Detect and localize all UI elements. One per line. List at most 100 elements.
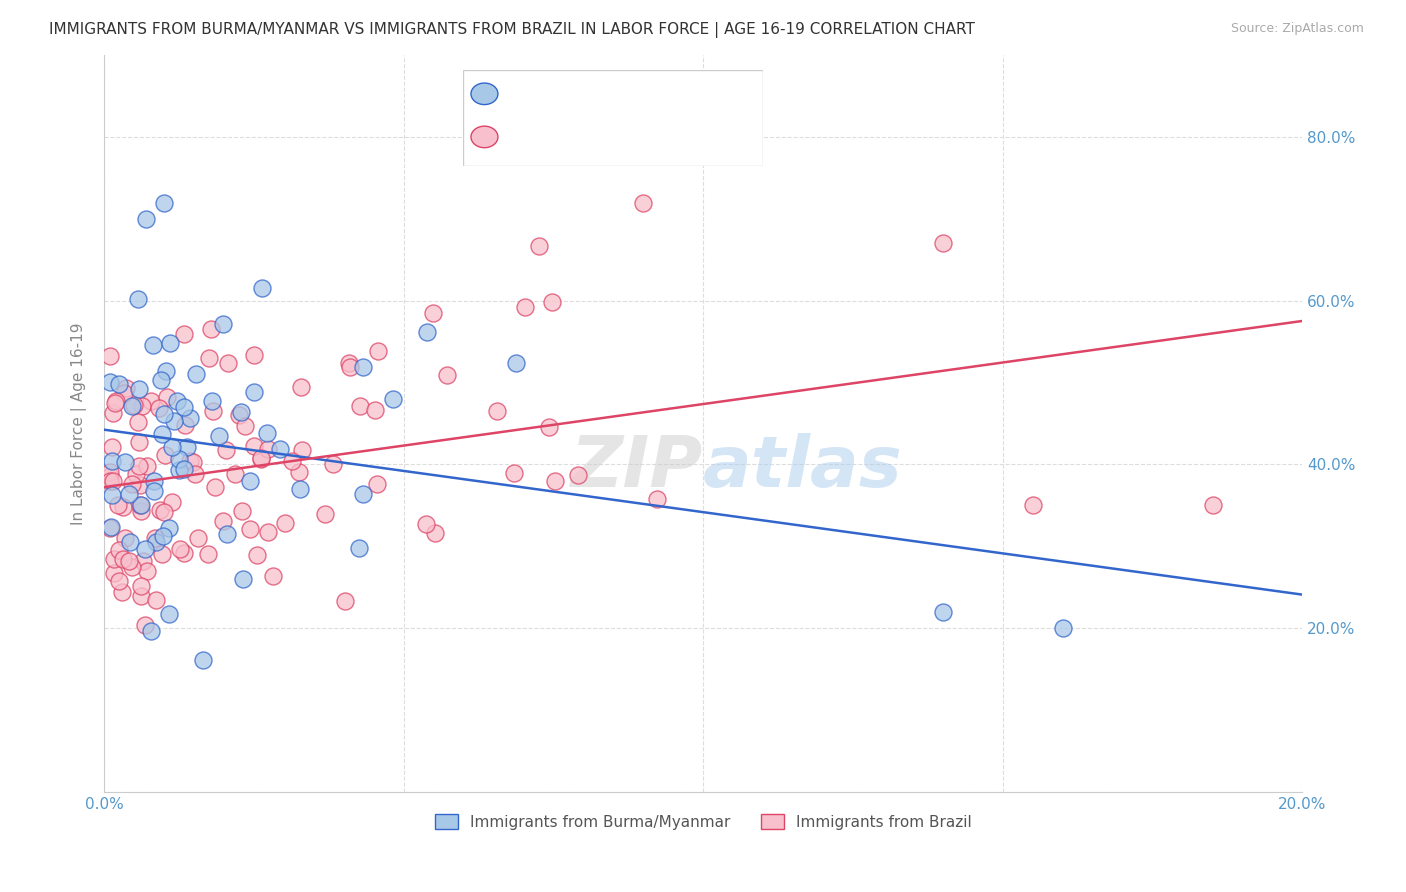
Point — [107, 498, 129, 512]
Point — [101, 454, 124, 468]
Point — [157, 520, 180, 534]
Point — [212, 514, 235, 528]
Point — [1052, 621, 1074, 635]
Point — [349, 399, 371, 413]
Point — [239, 522, 262, 536]
Point — [527, 239, 550, 253]
Point — [503, 466, 526, 480]
Point — [352, 486, 374, 500]
Point — [100, 520, 122, 534]
Point — [98, 474, 121, 488]
Point — [128, 435, 150, 450]
Point — [143, 531, 166, 545]
Point — [142, 338, 165, 352]
Point — [243, 439, 266, 453]
Point — [224, 467, 246, 481]
Point — [111, 585, 134, 599]
Point — [117, 487, 139, 501]
Point — [121, 476, 143, 491]
Point — [105, 394, 128, 409]
Text: ZIP: ZIP — [571, 434, 703, 502]
Point — [215, 443, 238, 458]
Point — [314, 507, 336, 521]
Point — [250, 281, 273, 295]
Point — [98, 521, 121, 535]
Point — [150, 373, 173, 387]
Point — [131, 589, 153, 603]
Point — [118, 554, 141, 568]
Point — [246, 548, 269, 562]
Point — [436, 368, 458, 383]
Point — [217, 356, 239, 370]
Point — [121, 560, 143, 574]
Point — [135, 211, 157, 226]
Point — [274, 516, 297, 530]
Point — [98, 468, 121, 483]
Point — [128, 498, 150, 512]
Point — [184, 467, 207, 482]
Point — [145, 593, 167, 607]
Point — [156, 390, 179, 404]
Point — [129, 579, 152, 593]
Text: atlas: atlas — [703, 434, 903, 502]
Point — [202, 403, 225, 417]
Point — [118, 535, 141, 549]
Point — [191, 653, 214, 667]
Point — [98, 350, 121, 364]
Point — [204, 480, 226, 494]
Point — [179, 454, 201, 468]
Point — [232, 572, 254, 586]
Point — [173, 546, 195, 560]
Point — [162, 495, 184, 509]
Point — [139, 394, 162, 409]
Point — [167, 463, 190, 477]
Point — [157, 607, 180, 622]
Point — [153, 195, 176, 210]
Point — [108, 574, 131, 589]
Point — [243, 348, 266, 362]
Point — [544, 475, 567, 489]
Point — [184, 368, 207, 382]
Point — [103, 566, 125, 580]
Point — [290, 380, 312, 394]
Point — [128, 382, 150, 396]
Point — [269, 442, 291, 457]
Point — [256, 426, 278, 441]
Point — [364, 402, 387, 417]
Point — [104, 396, 127, 410]
Point — [173, 417, 195, 432]
Point — [132, 554, 155, 568]
Point — [160, 440, 183, 454]
Point — [367, 343, 389, 358]
Point — [485, 404, 508, 418]
Point — [98, 465, 121, 479]
Point — [208, 429, 231, 443]
Point — [150, 426, 173, 441]
Point — [108, 377, 131, 392]
Point — [143, 474, 166, 488]
Point — [122, 398, 145, 412]
Point — [366, 477, 388, 491]
Point — [335, 593, 357, 607]
Point — [201, 394, 224, 409]
Point — [257, 525, 280, 540]
Point — [155, 364, 177, 378]
Point — [352, 359, 374, 374]
Point — [1022, 499, 1045, 513]
Point — [114, 455, 136, 469]
Point — [231, 504, 253, 518]
Point — [513, 300, 536, 314]
Point — [337, 356, 360, 370]
Point — [145, 535, 167, 549]
Point — [129, 504, 152, 518]
Point — [167, 451, 190, 466]
Point — [288, 466, 311, 480]
Point — [152, 505, 174, 519]
Point — [112, 385, 135, 400]
Point — [932, 605, 955, 619]
Point — [197, 351, 219, 366]
Point — [127, 292, 149, 306]
Point — [281, 454, 304, 468]
Point — [125, 467, 148, 481]
Point — [114, 531, 136, 545]
